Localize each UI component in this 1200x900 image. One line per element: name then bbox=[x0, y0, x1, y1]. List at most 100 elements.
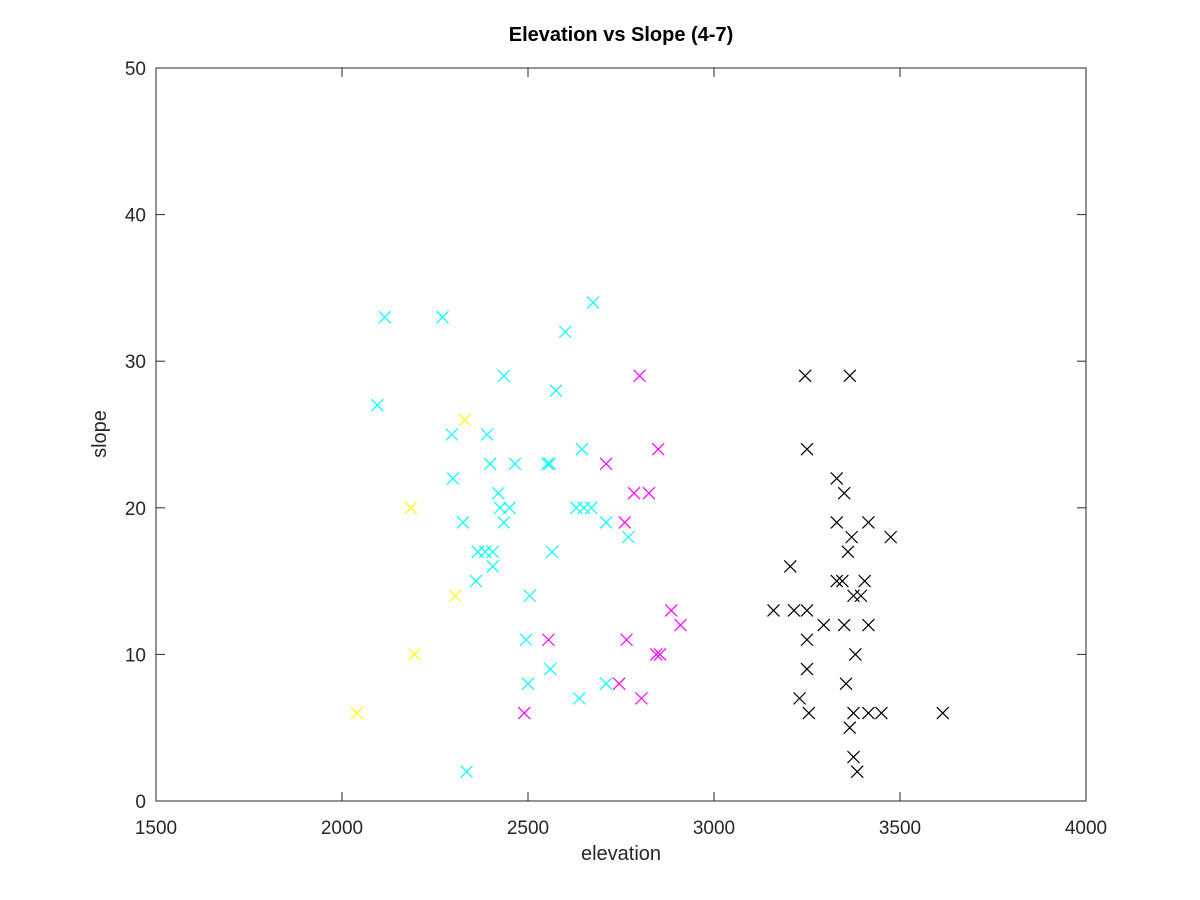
data-point bbox=[445, 428, 459, 441]
data-point bbox=[861, 618, 875, 632]
y-tick-label: 50 bbox=[125, 59, 146, 80]
data-point bbox=[540, 457, 554, 471]
data-point bbox=[835, 574, 849, 588]
data-point bbox=[558, 325, 572, 339]
data-point bbox=[861, 706, 875, 720]
data-point bbox=[586, 296, 600, 309]
data-point bbox=[460, 765, 474, 779]
data-point bbox=[664, 603, 678, 617]
data-point bbox=[858, 574, 872, 588]
data-point bbox=[847, 750, 860, 764]
data-point bbox=[830, 472, 844, 485]
data-point bbox=[486, 545, 500, 559]
data-point bbox=[767, 603, 780, 617]
data-point bbox=[802, 706, 816, 720]
data-point bbox=[599, 457, 613, 471]
y-tick-label: 30 bbox=[125, 352, 146, 373]
x-tick-label: 1500 bbox=[135, 818, 177, 839]
data-point bbox=[584, 501, 598, 515]
data-point bbox=[618, 516, 632, 529]
data-point bbox=[572, 691, 586, 705]
data-point bbox=[800, 442, 814, 456]
y-tick-label: 20 bbox=[125, 499, 146, 520]
data-point bbox=[635, 691, 648, 705]
data-point bbox=[497, 516, 511, 529]
data-point bbox=[523, 589, 537, 603]
data-point bbox=[884, 530, 898, 544]
data-point bbox=[486, 560, 500, 573]
y-axis-label: slope bbox=[89, 410, 111, 458]
data-point bbox=[408, 647, 421, 661]
data-point bbox=[378, 310, 392, 324]
data-point bbox=[620, 633, 634, 647]
data-point bbox=[404, 501, 418, 515]
y-tick-label: 0 bbox=[135, 792, 146, 813]
data-point bbox=[497, 369, 511, 383]
x-tick-label: 2000 bbox=[321, 818, 363, 839]
data-point bbox=[493, 501, 507, 515]
data-point bbox=[599, 516, 613, 529]
data-point bbox=[542, 633, 555, 647]
plot-frame bbox=[155, 67, 1087, 802]
data-point bbox=[458, 413, 472, 427]
data-point bbox=[649, 647, 663, 661]
x-tick-label: 3500 bbox=[879, 818, 921, 839]
data-point bbox=[545, 545, 559, 559]
data-point bbox=[874, 706, 888, 720]
data-point bbox=[491, 486, 505, 500]
data-point bbox=[830, 574, 844, 588]
data-point bbox=[800, 603, 814, 617]
data-point bbox=[543, 457, 557, 471]
x-axis-label: elevation bbox=[581, 843, 661, 865]
data-point bbox=[480, 428, 494, 441]
data-point bbox=[793, 691, 806, 705]
data-point bbox=[543, 662, 557, 676]
data-point bbox=[848, 647, 862, 661]
data-point bbox=[483, 457, 497, 471]
x-tick-label: 4000 bbox=[1065, 818, 1107, 839]
y-tick-label: 40 bbox=[125, 206, 146, 227]
data-point bbox=[861, 516, 875, 529]
data-point bbox=[845, 530, 859, 544]
data-point bbox=[449, 589, 462, 603]
data-point bbox=[436, 310, 449, 324]
data-points bbox=[350, 296, 950, 779]
data-point bbox=[642, 486, 656, 500]
data-point bbox=[370, 398, 384, 412]
data-point bbox=[841, 545, 855, 559]
data-point bbox=[350, 706, 364, 720]
data-point bbox=[817, 618, 831, 632]
data-point bbox=[800, 633, 814, 647]
data-point bbox=[850, 765, 864, 779]
y-tick-label: 10 bbox=[125, 645, 146, 666]
data-point bbox=[549, 384, 563, 397]
data-point bbox=[508, 457, 522, 471]
data-point bbox=[627, 486, 641, 500]
chart-title: Elevation vs Slope (4-7) bbox=[509, 24, 734, 46]
data-point bbox=[651, 442, 665, 456]
data-point bbox=[653, 647, 667, 661]
data-point bbox=[633, 369, 647, 383]
data-point bbox=[517, 706, 531, 720]
data-point bbox=[575, 442, 589, 456]
x-tick-label: 2500 bbox=[507, 818, 549, 839]
data-point bbox=[830, 516, 844, 529]
data-point bbox=[839, 677, 853, 691]
data-point bbox=[843, 721, 857, 735]
data-point bbox=[622, 530, 635, 544]
data-point bbox=[519, 633, 533, 647]
data-point bbox=[800, 662, 814, 676]
data-point bbox=[446, 472, 460, 485]
data-point bbox=[854, 589, 868, 603]
data-point bbox=[612, 677, 626, 691]
x-tick-label: 3000 bbox=[693, 818, 735, 839]
data-point bbox=[783, 560, 797, 573]
data-point bbox=[456, 516, 470, 529]
data-point bbox=[787, 603, 801, 617]
data-point bbox=[843, 369, 857, 383]
data-point bbox=[469, 574, 483, 588]
data-point bbox=[847, 706, 860, 720]
data-point bbox=[837, 486, 851, 500]
